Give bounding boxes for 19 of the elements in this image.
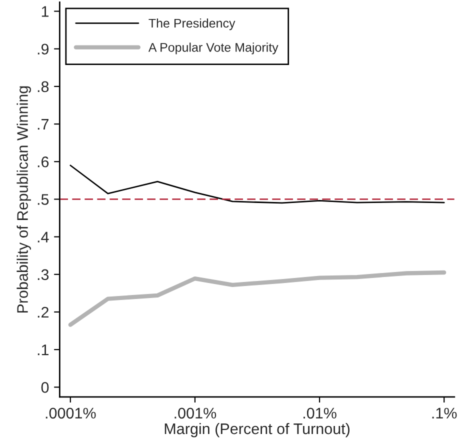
x-axis-title: Margin (Percent of Turnout) — [164, 422, 350, 438]
x-tick-label: .1% — [432, 408, 457, 419]
y-tick-label: .9 — [38, 44, 49, 55]
y-tick-label: .1 — [38, 344, 49, 356]
y-tick-label: .2 — [38, 306, 48, 318]
x-tick-label: .001% — [174, 408, 216, 419]
legend-label: A Popular Vote Majority — [148, 42, 278, 54]
y-tick-label: .3 — [38, 269, 49, 280]
legend-label: The Presidency — [148, 18, 236, 30]
y-tick-label: 0 — [41, 382, 49, 393]
y-tick-label: .7 — [38, 119, 48, 130]
x-tick-label: .0001% — [46, 408, 96, 419]
y-tick-label: .6 — [38, 156, 49, 168]
y-tick-label: .5 — [38, 194, 49, 205]
y-tick-label: 1 — [42, 6, 49, 17]
y-tick-label: .8 — [38, 81, 49, 92]
y-axis-title: Probability of Republican Winning — [16, 86, 31, 313]
x-tick-label: .01% — [304, 408, 336, 419]
y-tick-label: .4 — [38, 232, 49, 242]
